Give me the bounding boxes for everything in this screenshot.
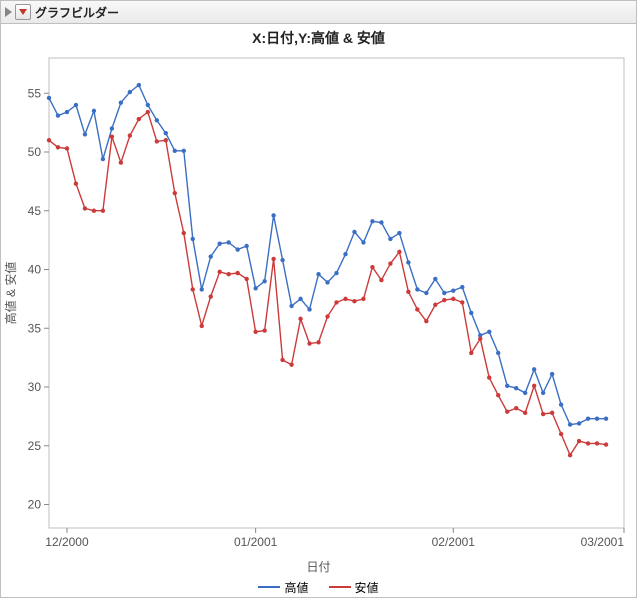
legend-swatch [258,586,280,588]
svg-text:02/2001: 02/2001 [432,535,476,549]
svg-text:45: 45 [28,204,42,218]
svg-text:30: 30 [28,380,42,394]
svg-text:高値 & 安値: 高値 & 安値 [3,262,18,325]
disclosure-triangle-icon[interactable] [5,7,12,17]
svg-text:55: 55 [28,86,42,100]
panel: グラフビルダー X:日付,Y:高値 & 安値 20 25 30 35 40 45 50 55 高… [0,0,637,598]
legend: 高値 安値 [1,575,636,600]
panel-menu-button[interactable] [15,4,31,20]
chart-title: X:日付,Y:高値 & 安値 [1,24,636,48]
svg-text:25: 25 [28,439,42,453]
chart-area: X:日付,Y:高値 & 安値 20 25 30 35 40 45 50 55 高値 & 安値 12… [1,24,636,597]
chevron-down-icon [19,9,27,15]
svg-text:20: 20 [28,498,42,512]
svg-text:01/2001: 01/2001 [234,535,278,549]
legend-item: 高値 [258,579,308,596]
svg-text:40: 40 [28,263,42,277]
svg-text:12/2000: 12/2000 [45,535,89,549]
svg-text:50: 50 [28,145,42,159]
svg-text:03/2001: 03/2001 [581,535,625,549]
panel-titlebar: グラフビルダー [1,1,636,24]
x-axis-title: 日付 [1,558,636,575]
panel-title: グラフビルダー [35,4,119,21]
legend-label: 安値 [355,579,379,596]
line-chart: 20 25 30 35 40 45 50 55 高値 & 安値 12/2000 01/2001 02/… [1,48,636,558]
svg-text:35: 35 [28,321,42,335]
legend-label: 高値 [284,579,308,596]
legend-swatch [329,586,351,588]
legend-item: 安値 [329,579,379,596]
